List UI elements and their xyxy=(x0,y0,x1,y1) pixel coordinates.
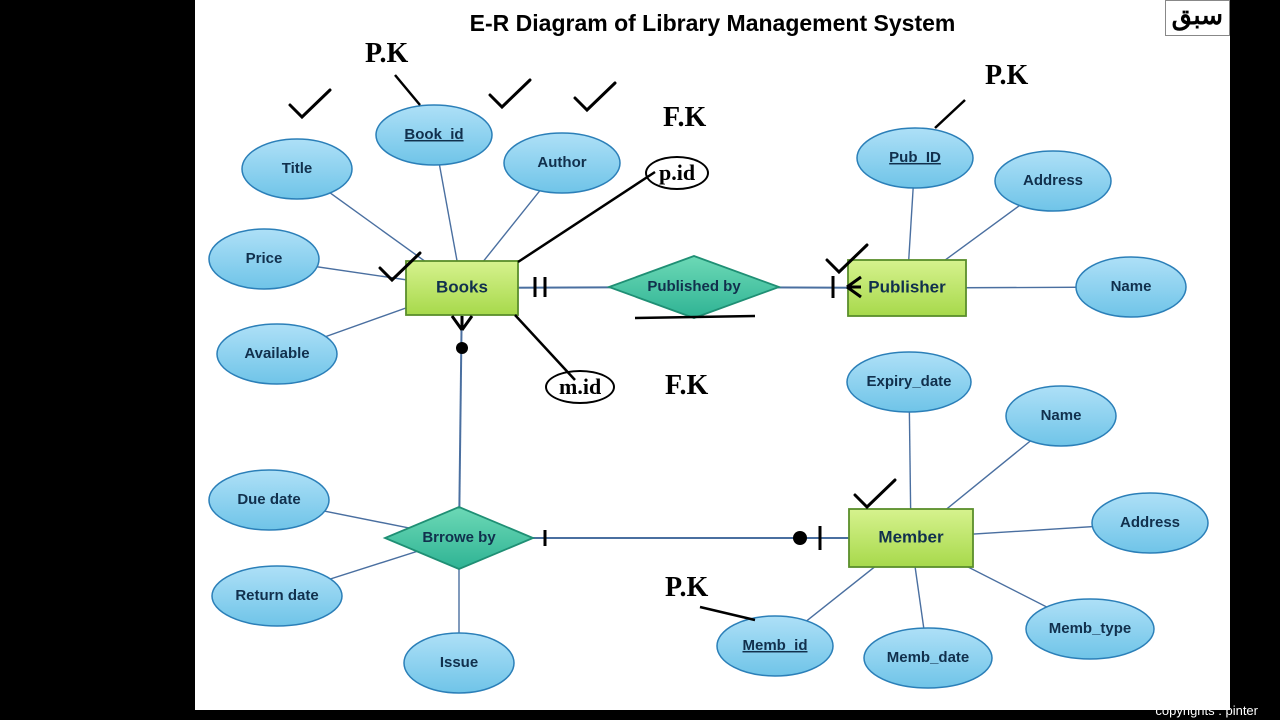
annotation-text: F.K xyxy=(663,102,706,134)
svg-text:Expiry_date: Expiry_date xyxy=(866,373,951,390)
svg-text:Name: Name xyxy=(1111,278,1152,295)
frame: E-R Diagram of Library Management System… xyxy=(0,0,1280,720)
svg-text:Book_id: Book_id xyxy=(404,126,463,143)
svg-text:Due date: Due date xyxy=(237,491,300,508)
svg-text:Member: Member xyxy=(878,527,944,546)
svg-text:Return date: Return date xyxy=(235,587,318,604)
svg-text:Available: Available xyxy=(244,345,309,362)
svg-text:Memb_id: Memb_id xyxy=(742,637,807,654)
logo-badge: سبق xyxy=(1165,0,1230,36)
svg-text:Name: Name xyxy=(1041,407,1082,424)
circled-annotation: p.id xyxy=(645,156,709,190)
footer-text: copyrights : pinter xyxy=(1155,703,1258,718)
svg-text:Issue: Issue xyxy=(440,654,478,671)
er-diagram-svg: Title Book_id Author Price Available Pub_ID Ad… xyxy=(195,0,1230,710)
diagram-canvas: E-R Diagram of Library Management System… xyxy=(195,0,1230,710)
svg-text:Books: Books xyxy=(436,277,488,296)
circled-annotation: m.id xyxy=(545,370,615,404)
svg-text:Address: Address xyxy=(1120,514,1180,531)
annotation-text: P.K xyxy=(665,572,708,604)
svg-text:Author: Author xyxy=(537,154,586,171)
svg-text:Brrowe by: Brrowe by xyxy=(422,529,496,546)
svg-text:Price: Price xyxy=(246,250,283,267)
svg-text:Title: Title xyxy=(282,160,313,177)
annotation-text: P.K xyxy=(365,38,408,70)
svg-text:Memb_date: Memb_date xyxy=(887,649,970,666)
svg-text:Memb_type: Memb_type xyxy=(1049,620,1132,637)
svg-text:Pub_ID: Pub_ID xyxy=(889,149,941,166)
annotation-text: F.K xyxy=(665,370,708,402)
svg-text:Address: Address xyxy=(1023,172,1083,189)
svg-text:Publisher: Publisher xyxy=(868,277,946,296)
svg-text:Published by: Published by xyxy=(647,278,741,295)
annotation-text: P.K xyxy=(985,60,1028,92)
